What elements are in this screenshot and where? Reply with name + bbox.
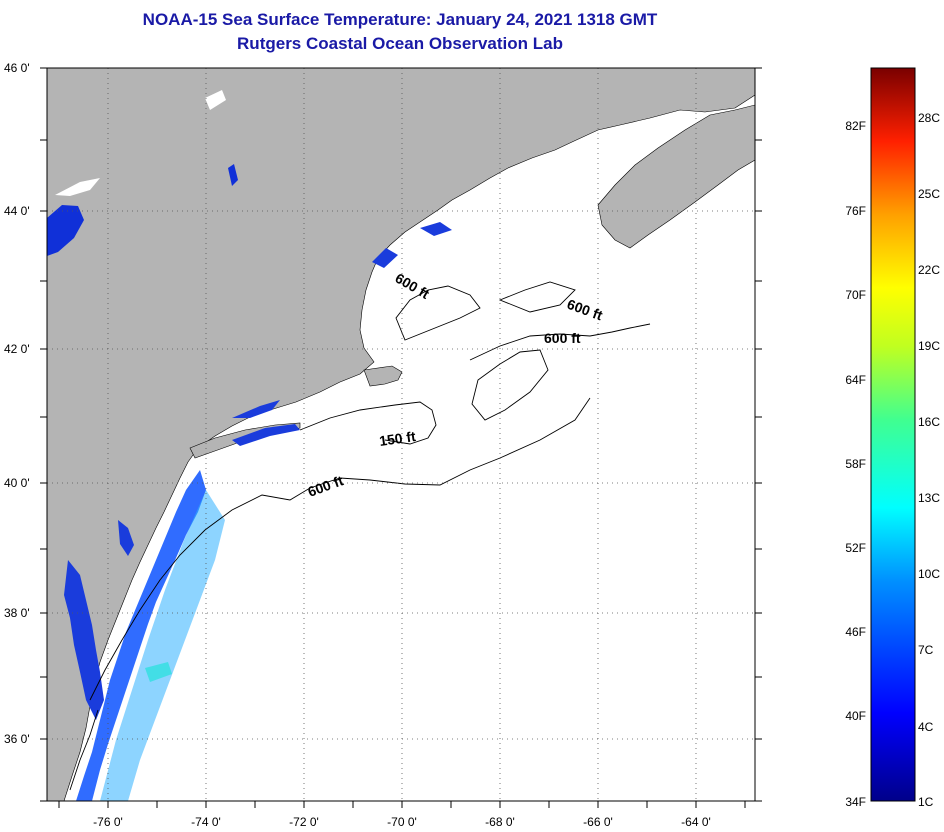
lon-label: -72 0' xyxy=(289,815,319,829)
colorbar-c-label: 1C xyxy=(918,795,934,809)
contour-150ft xyxy=(299,401,437,445)
lake-white xyxy=(55,178,100,196)
land-cape-cod xyxy=(363,365,403,387)
contour-label: 600 ft xyxy=(544,330,581,346)
contour-600ft xyxy=(69,709,99,791)
contour-600ft xyxy=(498,281,576,313)
colorbar-f-label: 76F xyxy=(845,204,866,218)
lat-label: 42 0' xyxy=(4,342,30,356)
contour-600ft xyxy=(89,397,591,701)
sst-cyan-patch xyxy=(145,662,172,682)
colorbar-c-label: 7C xyxy=(918,643,934,657)
colorbar-f-label: 58F xyxy=(845,457,866,471)
left-ticks xyxy=(40,67,762,802)
graticule xyxy=(47,68,755,801)
lon-label: -74 0' xyxy=(191,815,221,829)
lon-label: -68 0' xyxy=(485,815,515,829)
lat-label: 46 0' xyxy=(4,61,30,75)
colorbar-f-label: 64F xyxy=(845,373,866,387)
bottom-ticks xyxy=(58,801,746,808)
sst-li-sound xyxy=(232,424,300,446)
delaware-bay xyxy=(118,520,134,556)
colorbar-f-label: 82F xyxy=(845,119,866,133)
colorbar-f-label: 52F xyxy=(845,541,866,555)
lon-label: -76 0' xyxy=(93,815,123,829)
map-title: NOAA-15 Sea Surface Temperature: January… xyxy=(142,10,658,29)
colorbar-f-label: 46F xyxy=(845,625,866,639)
colorbar-f-label: 70F xyxy=(845,288,866,302)
colorbar-c-label: 10C xyxy=(918,567,940,581)
contour-label: 150 ft xyxy=(378,428,417,449)
colorbar-c-label: 19C xyxy=(918,339,940,353)
map-subtitle: Rutgers Coastal Ocean Observation Lab xyxy=(237,34,563,53)
lat-label: 40 0' xyxy=(4,476,30,490)
lon-label: -70 0' xyxy=(387,815,417,829)
contour-600ft xyxy=(469,323,651,361)
sst-coastal-band xyxy=(76,470,206,801)
contour-600ft xyxy=(395,285,481,341)
lake-white xyxy=(205,90,226,110)
lake-champlain xyxy=(228,164,238,186)
map-frame xyxy=(46,67,756,802)
colorbar-c-label: 16C xyxy=(918,415,940,429)
sst-maine-coast xyxy=(420,222,452,236)
land-nova-scotia xyxy=(597,104,755,249)
lon-label: -64 0' xyxy=(681,815,711,829)
colorbar-f-labels: 82F 76F 70F 64F 58F 52F 46F 40F 34F xyxy=(845,119,866,809)
colorbar-c-labels: 28C 25C 22C 19C 16C 13C 10C 7C 4C 1C xyxy=(918,111,940,809)
sst-colorbar xyxy=(870,67,916,802)
colorbar-f-label: 40F xyxy=(845,709,866,723)
colorbar-f-label: 34F xyxy=(845,795,866,809)
colorbar-c-label: 13C xyxy=(918,491,940,505)
sst-gulf-maine-coast xyxy=(232,400,280,418)
lat-label: 38 0' xyxy=(4,606,30,620)
contour-600ft xyxy=(471,349,549,421)
sst-maine-coast xyxy=(372,248,398,268)
lon-label: -66 0' xyxy=(583,815,613,829)
land-mainland xyxy=(47,68,755,801)
colorbar-c-label: 28C xyxy=(918,111,940,125)
lat-label: 36 0' xyxy=(4,732,30,746)
colorbar-c-label: 22C xyxy=(918,263,940,277)
lat-label: 44 0' xyxy=(4,204,30,218)
lake-ontario xyxy=(47,205,84,256)
chesapeake-bay xyxy=(64,560,104,720)
colorbar-c-label: 4C xyxy=(918,720,934,734)
colorbar-c-label: 25C xyxy=(918,187,940,201)
sst-nearshore-warm xyxy=(100,490,225,801)
